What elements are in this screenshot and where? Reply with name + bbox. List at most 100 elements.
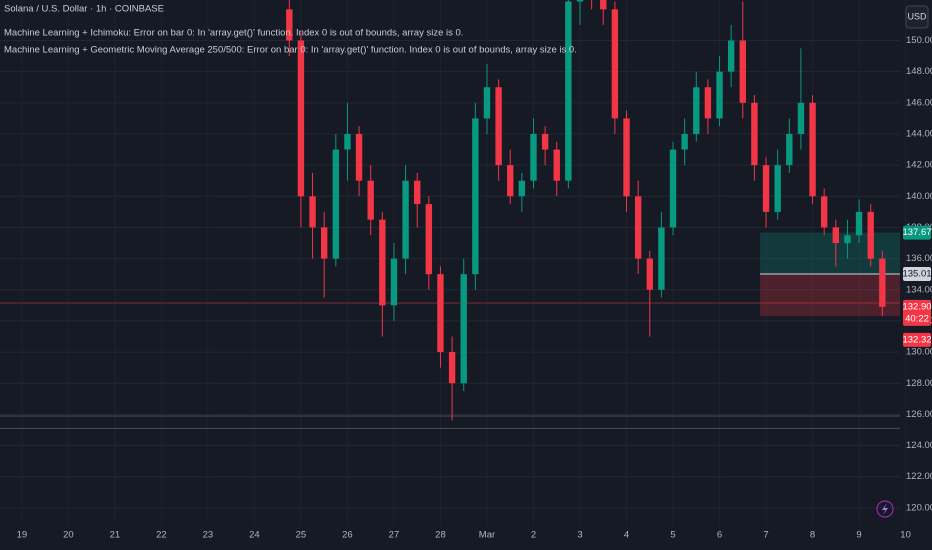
candle-body xyxy=(809,102,816,197)
candle-body xyxy=(681,133,688,150)
x-tick-label: 23 xyxy=(203,530,214,541)
indicator-error: Machine Learning + Geometric Moving Aver… xyxy=(4,45,577,56)
candle-body xyxy=(844,235,851,244)
price-tag-label: 132.90 xyxy=(902,301,931,312)
countdown: 40:22 xyxy=(905,313,929,324)
y-tick-label: 148.00 xyxy=(906,66,932,77)
candle-body xyxy=(425,204,433,275)
candle-body xyxy=(507,165,514,197)
candle-body xyxy=(530,133,537,181)
candle-body xyxy=(739,40,746,103)
x-tick-label: 4 xyxy=(624,530,629,541)
candle-body xyxy=(693,87,700,134)
x-tick-label: 20 xyxy=(63,530,74,541)
y-tick-label: 134.00 xyxy=(906,284,932,295)
axes: 120.00 122.00 124.00 126.00 128.00 130.00 132.… xyxy=(17,35,932,540)
candle-body xyxy=(820,196,828,228)
candle-body xyxy=(332,149,340,259)
x-tick-label: 19 xyxy=(17,530,28,541)
x-tick-label: 9 xyxy=(856,530,861,541)
candle-body xyxy=(414,180,421,205)
candle-body xyxy=(576,0,584,2)
price-tag-label: 132.32 xyxy=(902,334,931,345)
y-tick-label: 120.00 xyxy=(906,502,932,513)
y-tick-label: 144.00 xyxy=(906,128,932,139)
candle-body xyxy=(669,149,677,228)
candle-body xyxy=(518,180,526,197)
candle-body xyxy=(367,180,374,220)
price-tag xyxy=(903,332,931,347)
candle-body xyxy=(460,274,467,384)
lightning-icon[interactable] xyxy=(876,500,894,518)
candle-body xyxy=(855,211,863,236)
candle-body xyxy=(297,40,305,197)
candle-body xyxy=(867,211,874,259)
candle-body xyxy=(309,196,316,228)
candle-body xyxy=(437,274,444,353)
x-tick-label: 10 xyxy=(900,530,911,541)
price-tag xyxy=(903,267,931,282)
candle-body xyxy=(495,87,502,166)
indicator-error: Machine Learning + Ichimoku: Error on ba… xyxy=(4,28,463,39)
y-tick-label: 128.00 xyxy=(906,378,932,389)
plot-area xyxy=(0,0,900,429)
candle-body xyxy=(402,180,409,259)
candle-body xyxy=(472,118,479,275)
candle-body xyxy=(600,0,607,10)
loss-zone xyxy=(760,274,900,316)
x-tick-label: 7 xyxy=(763,530,768,541)
candle-body xyxy=(379,219,386,306)
candle-body xyxy=(634,196,642,259)
x-tick-label: 26 xyxy=(342,530,353,541)
x-tick-label: Mar xyxy=(479,530,495,541)
x-tick-label: 3 xyxy=(577,530,582,541)
y-tick-label: 136.00 xyxy=(906,253,932,264)
x-tick-label: 22 xyxy=(156,530,167,541)
candle-body xyxy=(646,258,653,290)
candle-body xyxy=(541,133,549,150)
y-tick-label: 150.00 xyxy=(906,35,932,46)
chart-title: Solana / U.S. Dollar · 1h · COINBASE xyxy=(4,4,164,15)
candle-body xyxy=(553,149,560,181)
candle-body xyxy=(623,118,630,197)
y-tick-label: 130.00 xyxy=(906,347,932,358)
candle-body xyxy=(727,40,735,72)
y-tick-label: 142.00 xyxy=(906,160,932,171)
candle-body xyxy=(355,133,363,181)
candle-body xyxy=(286,9,293,41)
price-tag-label: 135.01 xyxy=(902,269,931,280)
y-tick-label: 140.00 xyxy=(906,191,932,202)
x-tick-label: 25 xyxy=(296,530,307,541)
candle-body xyxy=(797,102,805,134)
currency-button[interactable] xyxy=(905,5,929,29)
candle-body xyxy=(611,9,619,119)
x-tick-label: 5 xyxy=(670,530,675,541)
x-tick-label: 27 xyxy=(389,530,400,541)
candle-body xyxy=(832,227,840,244)
price-tag-label: 137.67 xyxy=(902,227,931,238)
x-tick-label: 6 xyxy=(717,530,722,541)
candle-body xyxy=(762,165,770,212)
candle-body xyxy=(751,102,758,166)
candle-body xyxy=(879,258,886,307)
candle-body xyxy=(658,227,665,290)
candle-body xyxy=(774,165,781,212)
candle-body xyxy=(320,227,328,259)
candle-body xyxy=(786,133,793,166)
candle-body xyxy=(565,1,572,181)
grid xyxy=(0,40,900,509)
candle-body xyxy=(704,87,712,119)
currency-label: USD xyxy=(907,11,927,21)
y-tick-label: 124.00 xyxy=(906,440,932,451)
candle-body xyxy=(390,258,398,306)
candle-body xyxy=(344,133,351,150)
x-tick-label: 28 xyxy=(435,530,446,541)
x-tick-label: 2 xyxy=(531,530,536,541)
x-tick-label: 24 xyxy=(249,530,260,541)
price-tag xyxy=(903,225,931,240)
price-tag xyxy=(903,299,931,326)
candle-body xyxy=(483,87,491,119)
y-tick-label: 126.00 xyxy=(906,409,932,420)
profit-zone xyxy=(760,232,900,275)
